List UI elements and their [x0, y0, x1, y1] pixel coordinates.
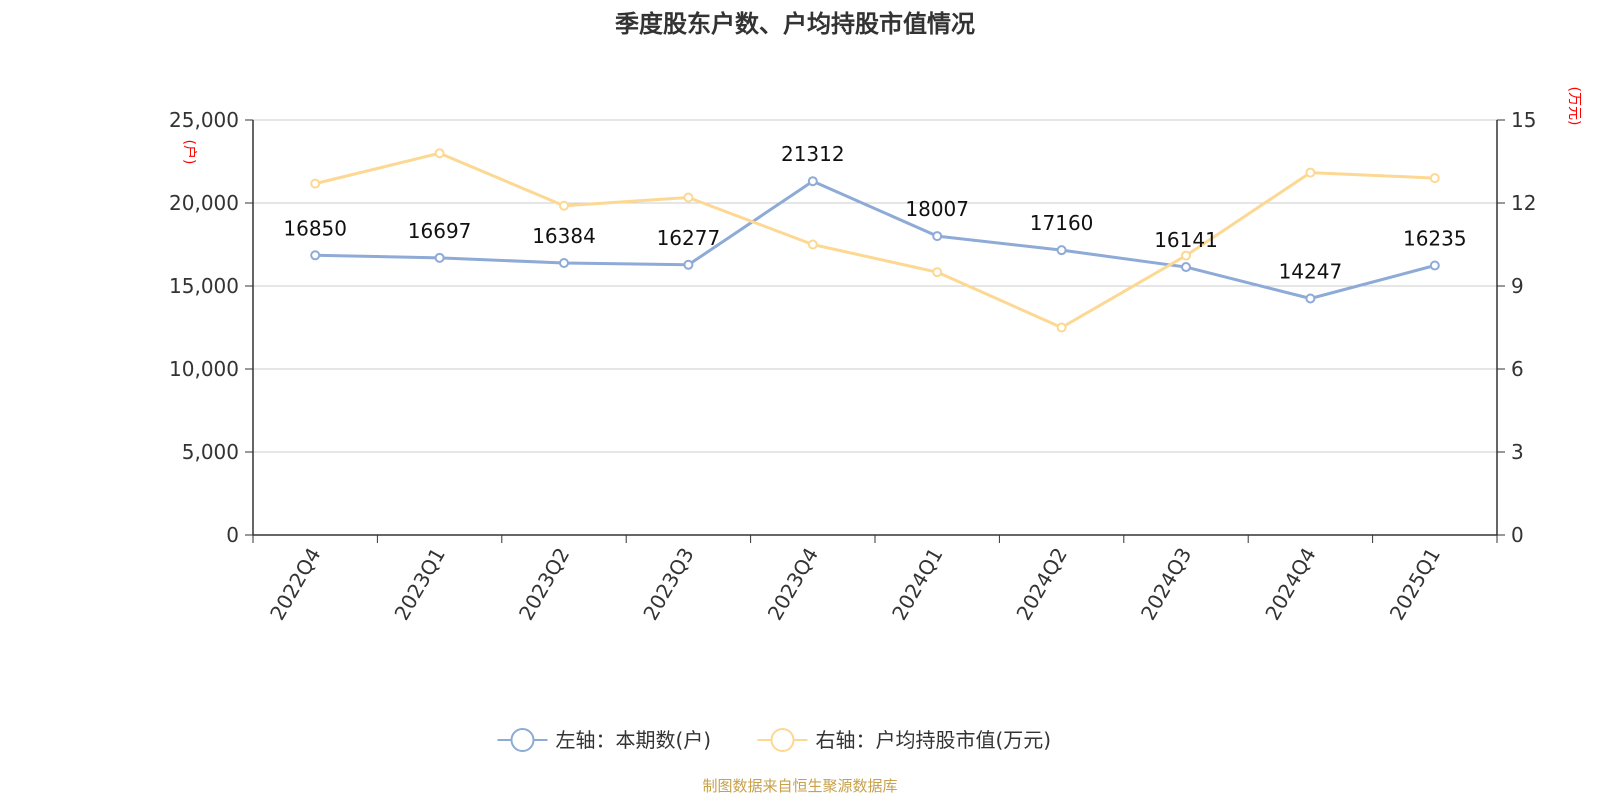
- data-label: 21312: [781, 142, 845, 166]
- data-point-left: [1181, 262, 1191, 273]
- data-point-left: [1305, 293, 1316, 304]
- data-label: 16384: [532, 224, 596, 248]
- x-tick-label: 2024Q4: [1260, 544, 1320, 625]
- right-tick-label: 9: [1511, 274, 1524, 298]
- right-tick-label: 6: [1511, 357, 1524, 381]
- data-point-right: [1056, 322, 1067, 333]
- series-line-left: [315, 179, 1436, 300]
- data-point-left: [683, 259, 694, 270]
- x-tick-label: 2023Q1: [389, 544, 449, 625]
- series: [310, 148, 1440, 333]
- left-tick-label: 10,000: [169, 357, 239, 381]
- data-point-left: [1056, 245, 1067, 256]
- axes: 0 5,000 10,000 15,000 20,000 25,000 0 3 6 9 12 15 20…: [169, 108, 1536, 624]
- data-point-left: [1429, 260, 1440, 271]
- data-point-right: [1429, 173, 1440, 184]
- right-tick-label: 3: [1511, 440, 1524, 464]
- legend-swatch-marker: [770, 728, 795, 752]
- legend: 左轴：本期数(户) 右轴：户均持股市值(万元): [497, 728, 1052, 752]
- data-label: 14247: [1279, 259, 1343, 283]
- data-point-left: [434, 252, 445, 263]
- right-tick-label: 12: [1511, 191, 1536, 215]
- data-point-right: [807, 239, 818, 250]
- data-point-right: [559, 200, 569, 211]
- data-labels: 16850 16697 16384 16277 21312 18007 17160 16141…: [283, 142, 1466, 283]
- x-tick-label: 2023Q4: [763, 544, 823, 625]
- x-tick-label: 2023Q3: [638, 544, 698, 625]
- left-tick-label: 5,000: [182, 440, 239, 464]
- right-tick-label: 15: [1511, 108, 1536, 132]
- legend-swatch-marker: [510, 728, 535, 752]
- data-label: 16697: [408, 219, 472, 243]
- data-point-right: [932, 267, 943, 278]
- data-label: 16850: [283, 216, 347, 240]
- legend-label: 左轴：本期数(户): [556, 728, 712, 752]
- x-tick-label: 2024Q1: [887, 544, 947, 625]
- data-point-left: [807, 176, 818, 187]
- chart-title: 季度股东户数、户均持股市值情况: [615, 10, 975, 38]
- left-tick-label: 25,000: [169, 108, 239, 132]
- x-tick-label: 2023Q2: [514, 544, 574, 625]
- data-label: 18007: [905, 197, 969, 221]
- series-line-right: [314, 151, 1435, 329]
- gridlines: [253, 119, 1497, 453]
- data-point-right: [434, 148, 445, 159]
- right-axis-unit: (万元): [1566, 87, 1582, 126]
- data-point-right: [1181, 250, 1191, 261]
- left-tick-label: 0: [226, 523, 239, 547]
- data-point-right: [683, 192, 694, 203]
- right-tick-label: 0: [1511, 523, 1524, 547]
- data-point-right: [310, 178, 321, 189]
- x-tick-label: 2025Q1: [1385, 544, 1445, 625]
- source-note: 制图数据来自恒生聚源数据库: [702, 777, 897, 795]
- x-tick-label: 2024Q2: [1011, 544, 1071, 625]
- left-tick-label: 20,000: [169, 191, 239, 215]
- data-point-left: [310, 250, 321, 261]
- left-tick-label: 15,000: [169, 274, 239, 298]
- left-axis-unit: (户): [181, 140, 198, 165]
- x-tick-label: 2022Q4: [265, 544, 325, 625]
- data-label: 16277: [657, 226, 721, 250]
- data-label: 16235: [1403, 226, 1467, 250]
- legend-label: 右轴：户均持股市值(万元): [816, 728, 1052, 752]
- data-point-right: [1305, 167, 1316, 178]
- data-label: 16141: [1154, 228, 1218, 252]
- data-label: 17160: [1030, 211, 1094, 235]
- x-tick-label: 2024Q3: [1136, 544, 1196, 625]
- data-point-left: [559, 258, 569, 269]
- data-point-left: [932, 231, 943, 242]
